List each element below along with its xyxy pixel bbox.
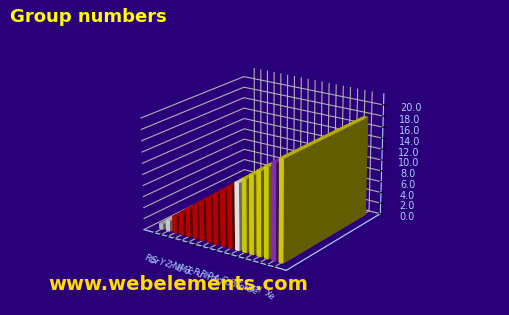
Text: www.webelements.com: www.webelements.com <box>48 275 308 294</box>
Text: Group numbers: Group numbers <box>10 8 166 26</box>
